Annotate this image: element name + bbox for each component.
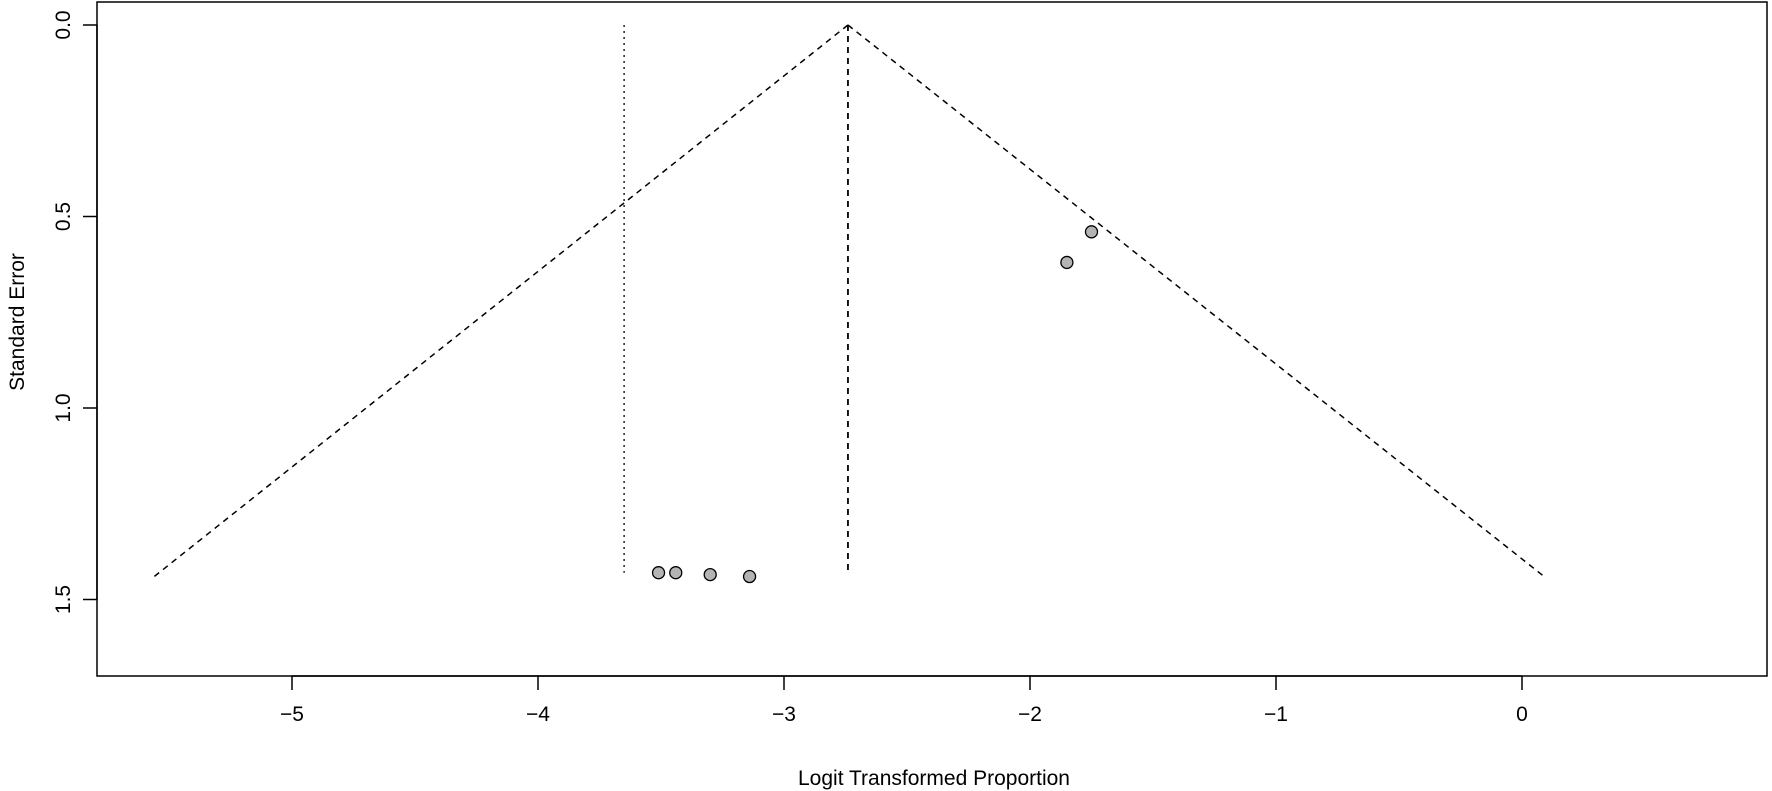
plot-frame (96, 1, 1768, 677)
x-axis-title: Logit Transformed Proportion (798, 767, 1070, 790)
y-axis: 0.0 0.5 1.0 1.5 (52, 10, 98, 614)
x-tick-label: −5 (280, 703, 304, 726)
x-tick-label: −4 (526, 703, 550, 726)
data-point-6 (742, 569, 757, 584)
y-tick-label: 1.5 (52, 585, 75, 614)
data-point-2 (1060, 255, 1074, 270)
data-points (651, 225, 1099, 584)
y-tick-label: 1.0 (52, 393, 75, 422)
data-point-3 (651, 566, 666, 580)
x-axis: −5 −4 −3 −2 −1 0 (280, 675, 1528, 726)
x-tick-label: −2 (1018, 703, 1042, 726)
data-point-1 (1084, 225, 1099, 239)
funnel-lines (153, 24, 1545, 578)
x-tick-label: −3 (772, 703, 796, 726)
x-tick-label: −1 (1264, 703, 1288, 726)
y-tick-label: 0.5 (52, 202, 75, 231)
funnel-left-line (153, 24, 849, 578)
data-point-4 (669, 566, 683, 580)
reference-lines (623, 25, 849, 573)
y-axis-title: Standard Error (6, 253, 29, 391)
y-tick-label: 0.0 (52, 10, 75, 39)
funnel-right-line (847, 24, 1545, 578)
x-tick-label: 0 (1516, 703, 1528, 726)
data-point-5 (703, 567, 717, 582)
